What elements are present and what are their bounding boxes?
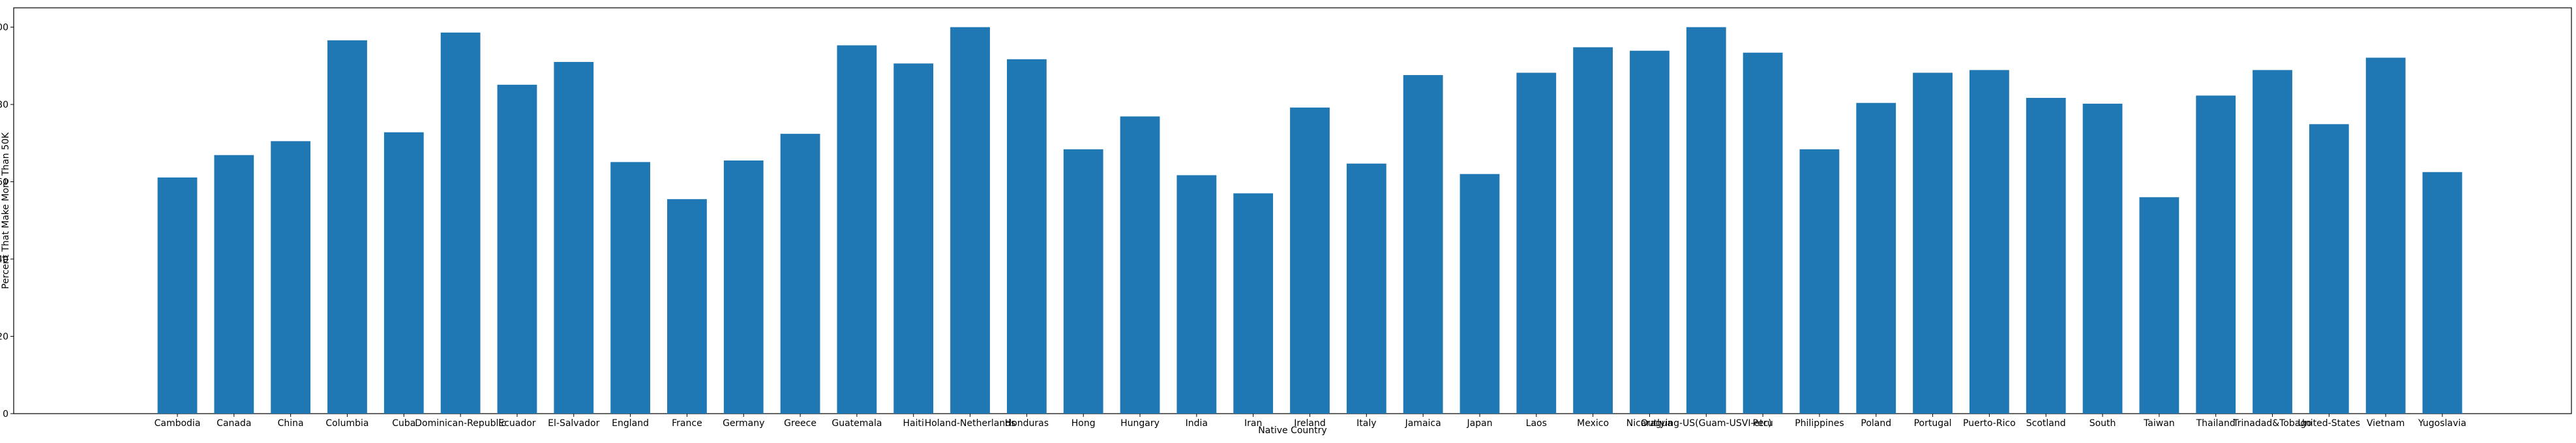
bar (2365, 57, 2406, 414)
bar (1686, 27, 1726, 414)
x-tick-label: Jamaica (1405, 418, 1441, 429)
x-tick-label: Vietnam (2367, 418, 2404, 429)
x-tick-label: Thailand (2196, 418, 2236, 429)
bar (2082, 103, 2123, 414)
plot-area: 0 20 40 60 80 100 Cambodia Canada China Columbia… (0, 7, 2572, 429)
bar (667, 199, 707, 414)
y-axis-label: Percent That Make More Than 50K (1, 132, 11, 289)
bar (2309, 124, 2349, 414)
bar (2196, 95, 2236, 414)
bar (1063, 149, 1103, 414)
bar (2253, 70, 2292, 414)
bar (1516, 72, 1557, 414)
bar (1799, 149, 1840, 414)
bar (1573, 47, 1613, 414)
x-tick-label: Canada (217, 418, 251, 429)
bar (1403, 75, 1443, 414)
bar (1290, 107, 1330, 414)
x-tick-label: Scotland (2026, 418, 2066, 429)
bar (1233, 193, 1274, 414)
x-tick-label: Honduras (1005, 418, 1049, 429)
x-tick-label: Cuba (392, 418, 415, 429)
x-axis-ticks: Cambodia Canada China Columbia CubaDominican… (155, 414, 2466, 429)
x-tick-label: Cambodia (155, 418, 201, 429)
x-tick-label: Portugal (1914, 418, 1952, 429)
bar (214, 155, 254, 414)
bar (383, 132, 424, 414)
x-tick-label: Holand-Netherlands (925, 418, 1016, 429)
y-tick-label: 20 (0, 332, 8, 343)
bar (1120, 116, 1160, 414)
x-tick-label: Mexico (1577, 418, 1609, 429)
bar (1346, 163, 1386, 414)
bar (2026, 98, 2066, 414)
x-tick-label: Nicaragua (1626, 418, 1673, 429)
bar (1969, 70, 2009, 414)
x-tick-label: Haiti (903, 418, 924, 429)
bar (554, 61, 594, 414)
y-tick-label: 100 (0, 23, 8, 33)
bar (950, 27, 990, 414)
x-tick-label: Iran (1244, 418, 1262, 429)
x-tick-label: Trinadad&Tobago (2232, 418, 2312, 429)
y-tick-label: 60 (0, 177, 8, 188)
y-tick-label: 0 (3, 409, 8, 420)
x-tick-label: El-Salvador (548, 418, 599, 429)
bar (1460, 174, 1500, 414)
x-tick-label: Taiwan (2143, 418, 2175, 429)
x-tick-label: Poland (1861, 418, 1891, 429)
x-tick-label: Puerto-Rico (1963, 418, 2016, 429)
bar (271, 141, 311, 414)
bar (1176, 175, 1217, 414)
bar (440, 32, 481, 414)
x-tick-label: Outlying-US(Guam-USVI-etc) (1641, 418, 1772, 429)
x-tick-label: Laos (1526, 418, 1547, 429)
x-tick-label: England (612, 418, 649, 429)
bar (723, 160, 764, 414)
bar (893, 63, 934, 414)
bar (610, 162, 650, 414)
x-tick-label: China (278, 418, 304, 429)
x-tick-label: India (1186, 418, 1208, 429)
bar (2139, 197, 2179, 414)
x-tick-label: Dominican-Republic (415, 418, 506, 429)
x-tick-label: France (672, 418, 702, 429)
bar (157, 177, 198, 414)
bars-group (157, 27, 2463, 414)
bar (2422, 172, 2463, 414)
bar (1743, 52, 1783, 414)
x-tick-label: Peru (1753, 418, 1773, 429)
x-tick-label: Hong (1071, 418, 1096, 429)
x-tick-label: Columbia (325, 418, 368, 429)
x-tick-label: Ireland (1294, 418, 1325, 429)
x-tick-label: Germany (723, 418, 764, 429)
bar (780, 134, 820, 414)
x-tick-label: Hungary (1120, 418, 1160, 429)
x-tick-label: Italy (1356, 418, 1376, 429)
x-tick-label: Japan (1466, 418, 1492, 429)
x-tick-label: United-States (2298, 418, 2360, 429)
bar (497, 84, 537, 414)
y-axis-ticks: 0 20 40 60 80 100 (0, 23, 14, 420)
x-tick-label: Ecuador (498, 418, 535, 429)
y-tick-label: 40 (0, 254, 8, 265)
bar (1856, 102, 1896, 414)
x-tick-label: Philippines (1795, 418, 1844, 429)
x-axis-label: Native Country (1258, 425, 1326, 436)
bar (1006, 59, 1047, 414)
bar (327, 40, 367, 414)
x-tick-label: South (2089, 418, 2116, 429)
y-tick-label: 80 (0, 100, 8, 110)
x-tick-label: Guatemala (831, 418, 882, 429)
x-tick-label: Greece (784, 418, 816, 429)
bar (1630, 50, 1670, 414)
bar (1913, 72, 1953, 414)
x-tick-label: Yugoslavia (2418, 418, 2466, 429)
bar (837, 45, 877, 414)
